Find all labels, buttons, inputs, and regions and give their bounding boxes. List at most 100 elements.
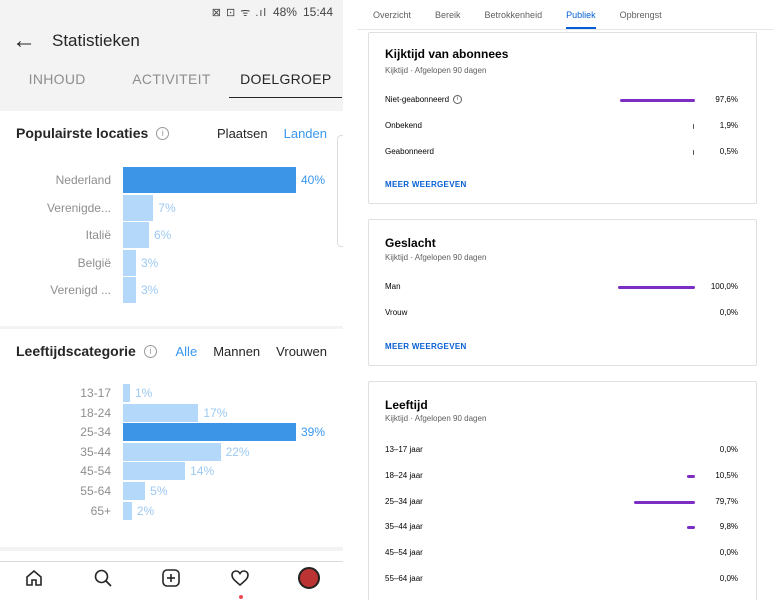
age-bar: [123, 442, 221, 461]
age-row: 35-44 22%: [0, 442, 343, 463]
age-value-label: 14%: [190, 464, 215, 479]
location-category-label: Italië: [85, 228, 111, 242]
age-row: 25-34 39%: [0, 423, 343, 443]
location-category-label: België: [77, 255, 111, 270]
page-title: Statistieken: [52, 31, 140, 50]
gender-label: Man: [385, 282, 401, 291]
locations-title: Populairste locaties: [16, 125, 149, 141]
card-title: Geslacht: [385, 236, 436, 250]
age-group-value: 0,0%: [719, 574, 738, 583]
age-group-row: 25–34 jaar 79,7%: [385, 495, 738, 509]
location-category-label: Nederland: [55, 173, 111, 187]
subscriber-bar: [693, 150, 694, 155]
battery-level: 48%: [272, 5, 297, 19]
heart-icon[interactable]: [225, 568, 255, 594]
status-icons: ⊠ ⊡ ᯤ .ıl: [211, 6, 267, 19]
tab-inhoud[interactable]: INHOUD: [28, 71, 86, 87]
age-bar: [123, 462, 186, 481]
option-alle[interactable]: Alle: [175, 343, 198, 359]
option-plaatsen[interactable]: Plaatsen: [217, 125, 268, 141]
show-more-button[interactable]: MEER WEERGEVEN: [385, 180, 467, 189]
age-value-label: 1%: [135, 386, 153, 400]
location-category-label: Verenigd ...: [50, 283, 111, 297]
subscriber-label: Onbekend: [385, 121, 422, 130]
app-bar: ← Statistieken: [0, 24, 343, 58]
age-row: 55-64 5%: [0, 482, 343, 502]
age-group-label: 55–64 jaar: [385, 574, 423, 583]
age-card: Leeftijdscategorie i Alle Mannen Vrouwen…: [0, 329, 343, 547]
tab-publiek[interactable]: Publiek: [566, 0, 596, 29]
option-mannen[interactable]: Mannen: [213, 343, 261, 359]
locations-header: Populairste locaties i Plaatsen Landen: [16, 125, 327, 141]
age-header: Leeftijdscategorie i Alle Mannen Vrouwen: [16, 343, 327, 359]
subscriber-row: Onbekend 1,9%: [385, 119, 738, 133]
arrow-left-icon[interactable]: ←: [12, 27, 36, 54]
subscriber-row: Niet-geabonneerd i 97,6%: [385, 93, 738, 107]
age-group-label: 35–44 jaar: [385, 522, 423, 532]
age-group-row: 18–24 jaar 10,5%: [385, 469, 738, 483]
age-group-label: 25–34 jaar: [385, 496, 423, 506]
age-bar: [123, 501, 132, 520]
search-icon[interactable]: [88, 568, 118, 594]
gender-row: Vrouw 0,0%: [385, 306, 738, 320]
age-value-label: 39%: [301, 425, 326, 440]
gender-row: Man 100,0%: [385, 280, 738, 294]
age-bar: [123, 384, 130, 402]
tab-betrokkenheid[interactable]: Betrokkenheid: [484, 10, 543, 20]
age-value-label: 22%: [225, 444, 250, 459]
info-icon[interactable]: i: [143, 344, 157, 358]
age-watchtime-card: Leeftijd Kijktijd · Afgelopen 90 dagen 1…: [368, 381, 757, 600]
tab-doelgroep[interactable]: DOELGROEP: [240, 71, 332, 87]
subscriber-label: Geabonneerd: [385, 147, 434, 156]
card-subtitle: Kijktijd · Afgelopen 90 dagen: [385, 253, 487, 262]
info-icon[interactable]: i: [156, 126, 170, 140]
age-group-label: 45–54 jaar: [385, 548, 423, 558]
tab-bereik[interactable]: Bereik: [435, 10, 461, 20]
gender-label: Vrouw: [385, 308, 408, 317]
bottom-nav: [0, 561, 343, 600]
age-category-label: 18-24: [80, 405, 111, 420]
age-category-label: 35-44: [80, 444, 111, 459]
subscriber-value: 0,5%: [719, 147, 738, 156]
gender-card: Geslacht Kijktijd · Afgelopen 90 dagen M…: [368, 219, 757, 366]
age-group-value: 79,7%: [715, 496, 738, 506]
age-title: Leeftijdscategorie: [16, 343, 136, 359]
age-group-value: 0,0%: [719, 548, 738, 558]
age-row: 65+ 2%: [0, 501, 343, 522]
subscriber-row: Geabonneerd 0,5%: [385, 145, 738, 159]
age-group-label: 13–17 jaar: [385, 445, 423, 454]
profile-avatar[interactable]: [294, 567, 324, 595]
option-vrouwen[interactable]: Vrouwen: [276, 343, 327, 359]
home-icon[interactable]: [19, 568, 49, 594]
age-group-label: 18–24 jaar: [385, 470, 423, 480]
youtube-panel: Overzicht Bereik Betrokkenheid Publiek O…: [357, 0, 773, 600]
tab-activiteit[interactable]: ACTIVITEIT: [132, 71, 211, 87]
status-bar: ⊠ ⊡ ᯤ .ıl 48% 15:44: [0, 0, 343, 24]
age-category-label: 65+: [90, 503, 111, 518]
location-value-label: 3%: [140, 283, 159, 297]
tab-bar: INHOUD ACTIVITEIT DOELGROEP: [0, 62, 343, 98]
next-card: [0, 551, 343, 561]
location-value-label: 7%: [158, 200, 176, 215]
age-row: 13-17 1%: [0, 384, 343, 404]
location-row: Nederland 40%: [0, 167, 343, 195]
location-row: Italië 6%: [0, 222, 343, 250]
age-group-row: 35–44 jaar 9,8%: [385, 520, 738, 534]
age-bar: [123, 482, 146, 500]
age-group-bar: [633, 500, 695, 504]
tab-opbrengst[interactable]: Opbrengst: [619, 10, 662, 20]
location-bar: [123, 249, 136, 276]
add-post-icon[interactable]: [156, 568, 186, 594]
location-bar: [123, 277, 136, 303]
location-bar: [123, 222, 149, 248]
age-value-label: 17%: [203, 405, 228, 420]
location-bar: [123, 194, 154, 221]
age-bar: [123, 423, 296, 442]
option-landen[interactable]: Landen: [283, 125, 327, 141]
tab-overzicht[interactable]: Overzicht: [373, 10, 412, 20]
location-row: België 3%: [0, 249, 343, 278]
info-icon[interactable]: i: [453, 95, 463, 105]
age-group-row: 13–17 jaar 0,0%: [385, 443, 738, 457]
show-more-button[interactable]: MEER WEERGEVEN: [385, 342, 467, 351]
locations-card: Populairste locaties i Plaatsen Landen N…: [0, 111, 343, 326]
